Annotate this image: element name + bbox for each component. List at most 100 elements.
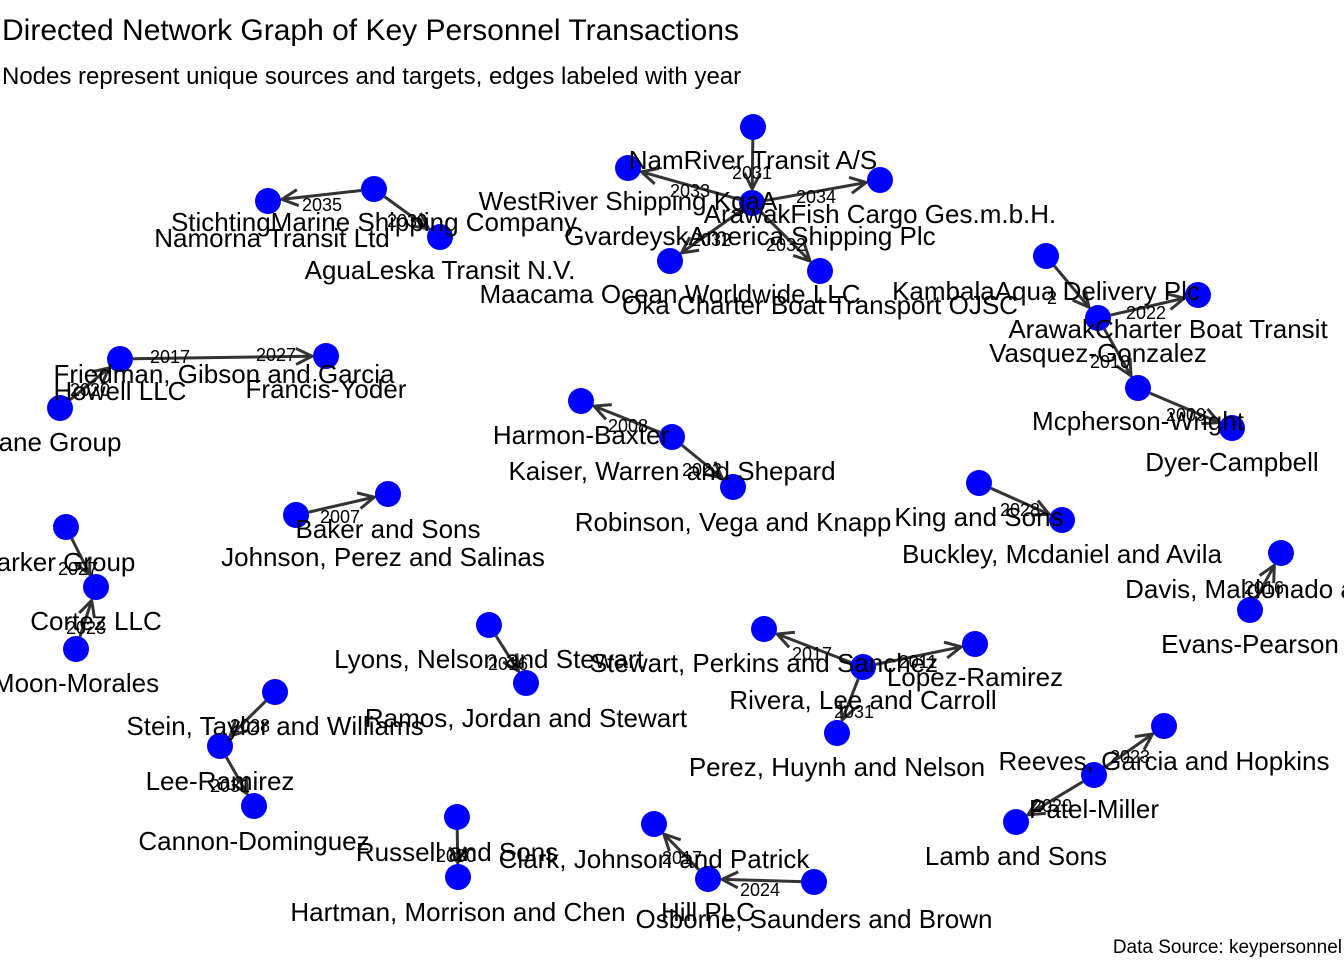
node-osborne-saunders-and-brown	[801, 869, 827, 895]
edge-year-label: 2020	[1032, 796, 1072, 816]
node-howell-llc	[47, 395, 73, 421]
node-label-arawakfish-cargo-ges-m-b-h: ArawakFish Cargo Ges.m.b.H.	[704, 199, 1057, 229]
edge-year-label: 2031	[210, 776, 250, 796]
edge-moon-morales-to-cortez-llc	[78, 599, 94, 638]
node-stewart-perkins-and-sanchez	[751, 616, 777, 642]
node-arawakcharter-boat-transit	[1085, 305, 1111, 331]
node-label-moon-morales: Moon-Morales	[0, 668, 159, 698]
node-francis-yoder	[313, 343, 339, 369]
node-label-stichtingmarine-shipping-company: StichtingMarine Shipping Company	[171, 207, 577, 237]
node-evans-pearson	[1237, 597, 1263, 623]
node-ramos-jordan-and-stewart	[513, 670, 539, 696]
node-baker-and-sons	[375, 481, 401, 507]
edge-namriver-transit-a-s-to-arawakfish-cargo-ges-m-b-h	[750, 139, 755, 190]
node-clark-johnson-and-patrick	[641, 811, 667, 837]
node-kaiser-warren-and-shepard	[659, 424, 685, 450]
node-hartman-morrison-and-chen	[445, 864, 471, 890]
node-label-layer: NamRiver Transit A/S WestRiver Shipping K…	[0, 145, 1344, 934]
node-kambalaaqua-delivery-plc	[1033, 243, 1059, 269]
node-label-cannon-dominguez: Cannon-Dominguez	[138, 826, 369, 856]
edge-year-label: 2009	[1166, 405, 1206, 425]
node-label-kaiser-warren-and-shepard: Kaiser, Warren and Shepard	[508, 456, 835, 486]
edge-year-label: 2031	[834, 702, 874, 722]
edge-year-label: 2033	[670, 181, 710, 201]
edge-kaiser-warren-and-shepard-to-robinson-vega-and-knapp	[681, 444, 724, 480]
arrowhead-icon	[1134, 732, 1156, 751]
arrowhead-icon	[227, 718, 248, 739]
node-robinson-vega-and-knapp	[720, 474, 746, 500]
node-buckley-mcdaniel-and-avila	[1049, 507, 1075, 533]
edge-mcpherson-wright-to-dyer-campbell	[1149, 391, 1220, 424]
arrowhead-icon	[773, 630, 796, 649]
node-label-harmon-baxter: Harmon-Baxter	[493, 420, 670, 450]
arrowhead-icon	[1031, 499, 1053, 517]
edge-hill-plc-to-clark-johnson-and-patrick	[662, 832, 700, 871]
edge-arawakcharter-boat-transit-to-vasquez-gonzalez	[1110, 296, 1185, 317]
edge-year-label: 2035	[302, 195, 342, 215]
node-perez-huynh-and-nelson	[824, 720, 850, 746]
edge-evans-pearson-to-davis-maldonado-a	[1254, 564, 1276, 600]
node-moon-morales	[63, 636, 89, 662]
node-lee-ramirez	[207, 733, 233, 759]
node-russell-and-sons	[444, 804, 470, 830]
node-cortez-llc	[83, 574, 109, 600]
node-layer	[47, 114, 1294, 895]
arrowhead-icon	[839, 702, 857, 724]
node-label-lamb-and-sons: Lamb and Sons	[925, 841, 1107, 871]
node-label-lyons-nelson-and-stewart: Lyons, Nelson and Stewart	[334, 644, 645, 674]
graph-title: Directed Network Graph of Key Personnel …	[2, 14, 739, 47]
arrowhead-icon	[78, 597, 96, 619]
graph-subtitle: Nodes represent unique sources and targe…	[2, 63, 741, 90]
edge-year-label: 2011	[899, 652, 938, 672]
edge-year-label: 2008	[608, 416, 648, 436]
node-label-robinson-vega-and-knapp: Robinson, Vega and Knapp	[575, 507, 892, 537]
edge-arker-group-to-cortez-llc	[70, 537, 92, 576]
arrowhead-icon	[848, 175, 870, 195]
arrowhead-icon	[231, 775, 249, 797]
edge-patel-miller-to-lamb-and-sons	[1027, 780, 1084, 817]
edge-year-label: 2023	[66, 618, 106, 638]
node-label-agualeska-transit-n-v: AguaLeska Transit N.V.	[305, 255, 576, 285]
arrowhead-icon	[74, 556, 92, 578]
arrowhead-icon	[943, 640, 965, 660]
node-label-evans-pearson: Evans-Pearson	[1161, 629, 1339, 659]
edge-namorna-transit-ltd-to-agualeska-transit-n-v	[383, 195, 430, 230]
node-label-hartman-morrison-and-chen: Hartman, Morrison and Chen	[290, 897, 625, 927]
node-namorna-transit-ltd	[361, 176, 387, 202]
arrowhead-icon	[278, 188, 300, 207]
node-king-and-sons	[966, 470, 992, 496]
arrowhead-icon	[678, 236, 700, 255]
data-source-caption: Data Source: keypersonnel	[1113, 937, 1342, 958]
edge-year-label: 2010	[1090, 352, 1130, 372]
edge-osborne-saunders-and-brown-to-hill-plc	[721, 877, 802, 884]
node-label-cortez-llc: Cortez LLC	[30, 606, 162, 636]
arrowhead-icon	[1025, 798, 1046, 817]
node-label-howell-llc: Howell LLC	[54, 376, 187, 406]
node-lyons-nelson-and-stewart	[476, 612, 502, 638]
edge-arawakfish-cargo-ges-m-b-h-to-gvardeyskamerica-shipping-plc	[764, 180, 867, 203]
edge-kaiser-warren-and-shepard-to-harmon-baxter	[593, 404, 661, 434]
edge-year-label: 2017	[792, 644, 832, 664]
arrowhead-icon	[502, 653, 521, 675]
edge-year-label: 2007	[320, 507, 360, 527]
arrowhead-icon	[1166, 292, 1188, 311]
node-label-kambalaaqua-delivery-plc: KambalaAqua Delivery Plc	[892, 276, 1200, 306]
node-label-oka-charter-boat-transport-ojsc: Oka Charter Boat Transport OJSC	[622, 290, 1018, 320]
node-label-westriver-shipping-kgaa: WestRiver Shipping KgaA	[479, 186, 778, 216]
node-gvardeyskamerica-shipping-plc	[867, 167, 893, 193]
node-vasquez-gonzalez	[1185, 282, 1211, 308]
node-hill-plc	[695, 866, 721, 892]
arrowhead-icon	[590, 403, 612, 421]
edge-lee-ramirez-to-cannon-dominguez	[225, 756, 249, 795]
node-label-mcpherson-wright: Mcpherson-Wright	[1032, 406, 1245, 436]
node-dyer-campbell	[1219, 415, 1245, 441]
edge-lyons-nelson-and-stewart-to-ramos-jordan-and-stewart	[494, 635, 520, 673]
node-label-maacama-ocean-worldwide-llc: Maacama Ocean Worldwide LLC	[479, 279, 860, 309]
edge-year-label: 2017	[150, 347, 190, 367]
edge-year-label: 2028	[230, 716, 270, 736]
node-stichtingmarine-shipping-company	[255, 188, 281, 214]
node-label-ramos-jordan-and-stewart: Ramos, Jordan and Stewart	[365, 703, 688, 733]
node-label-vasquez-gonzalez: Vasquez-Gonzalez	[989, 338, 1207, 368]
edge-year-label: 2027	[58, 559, 98, 579]
arrowhead-icon	[1071, 289, 1092, 310]
